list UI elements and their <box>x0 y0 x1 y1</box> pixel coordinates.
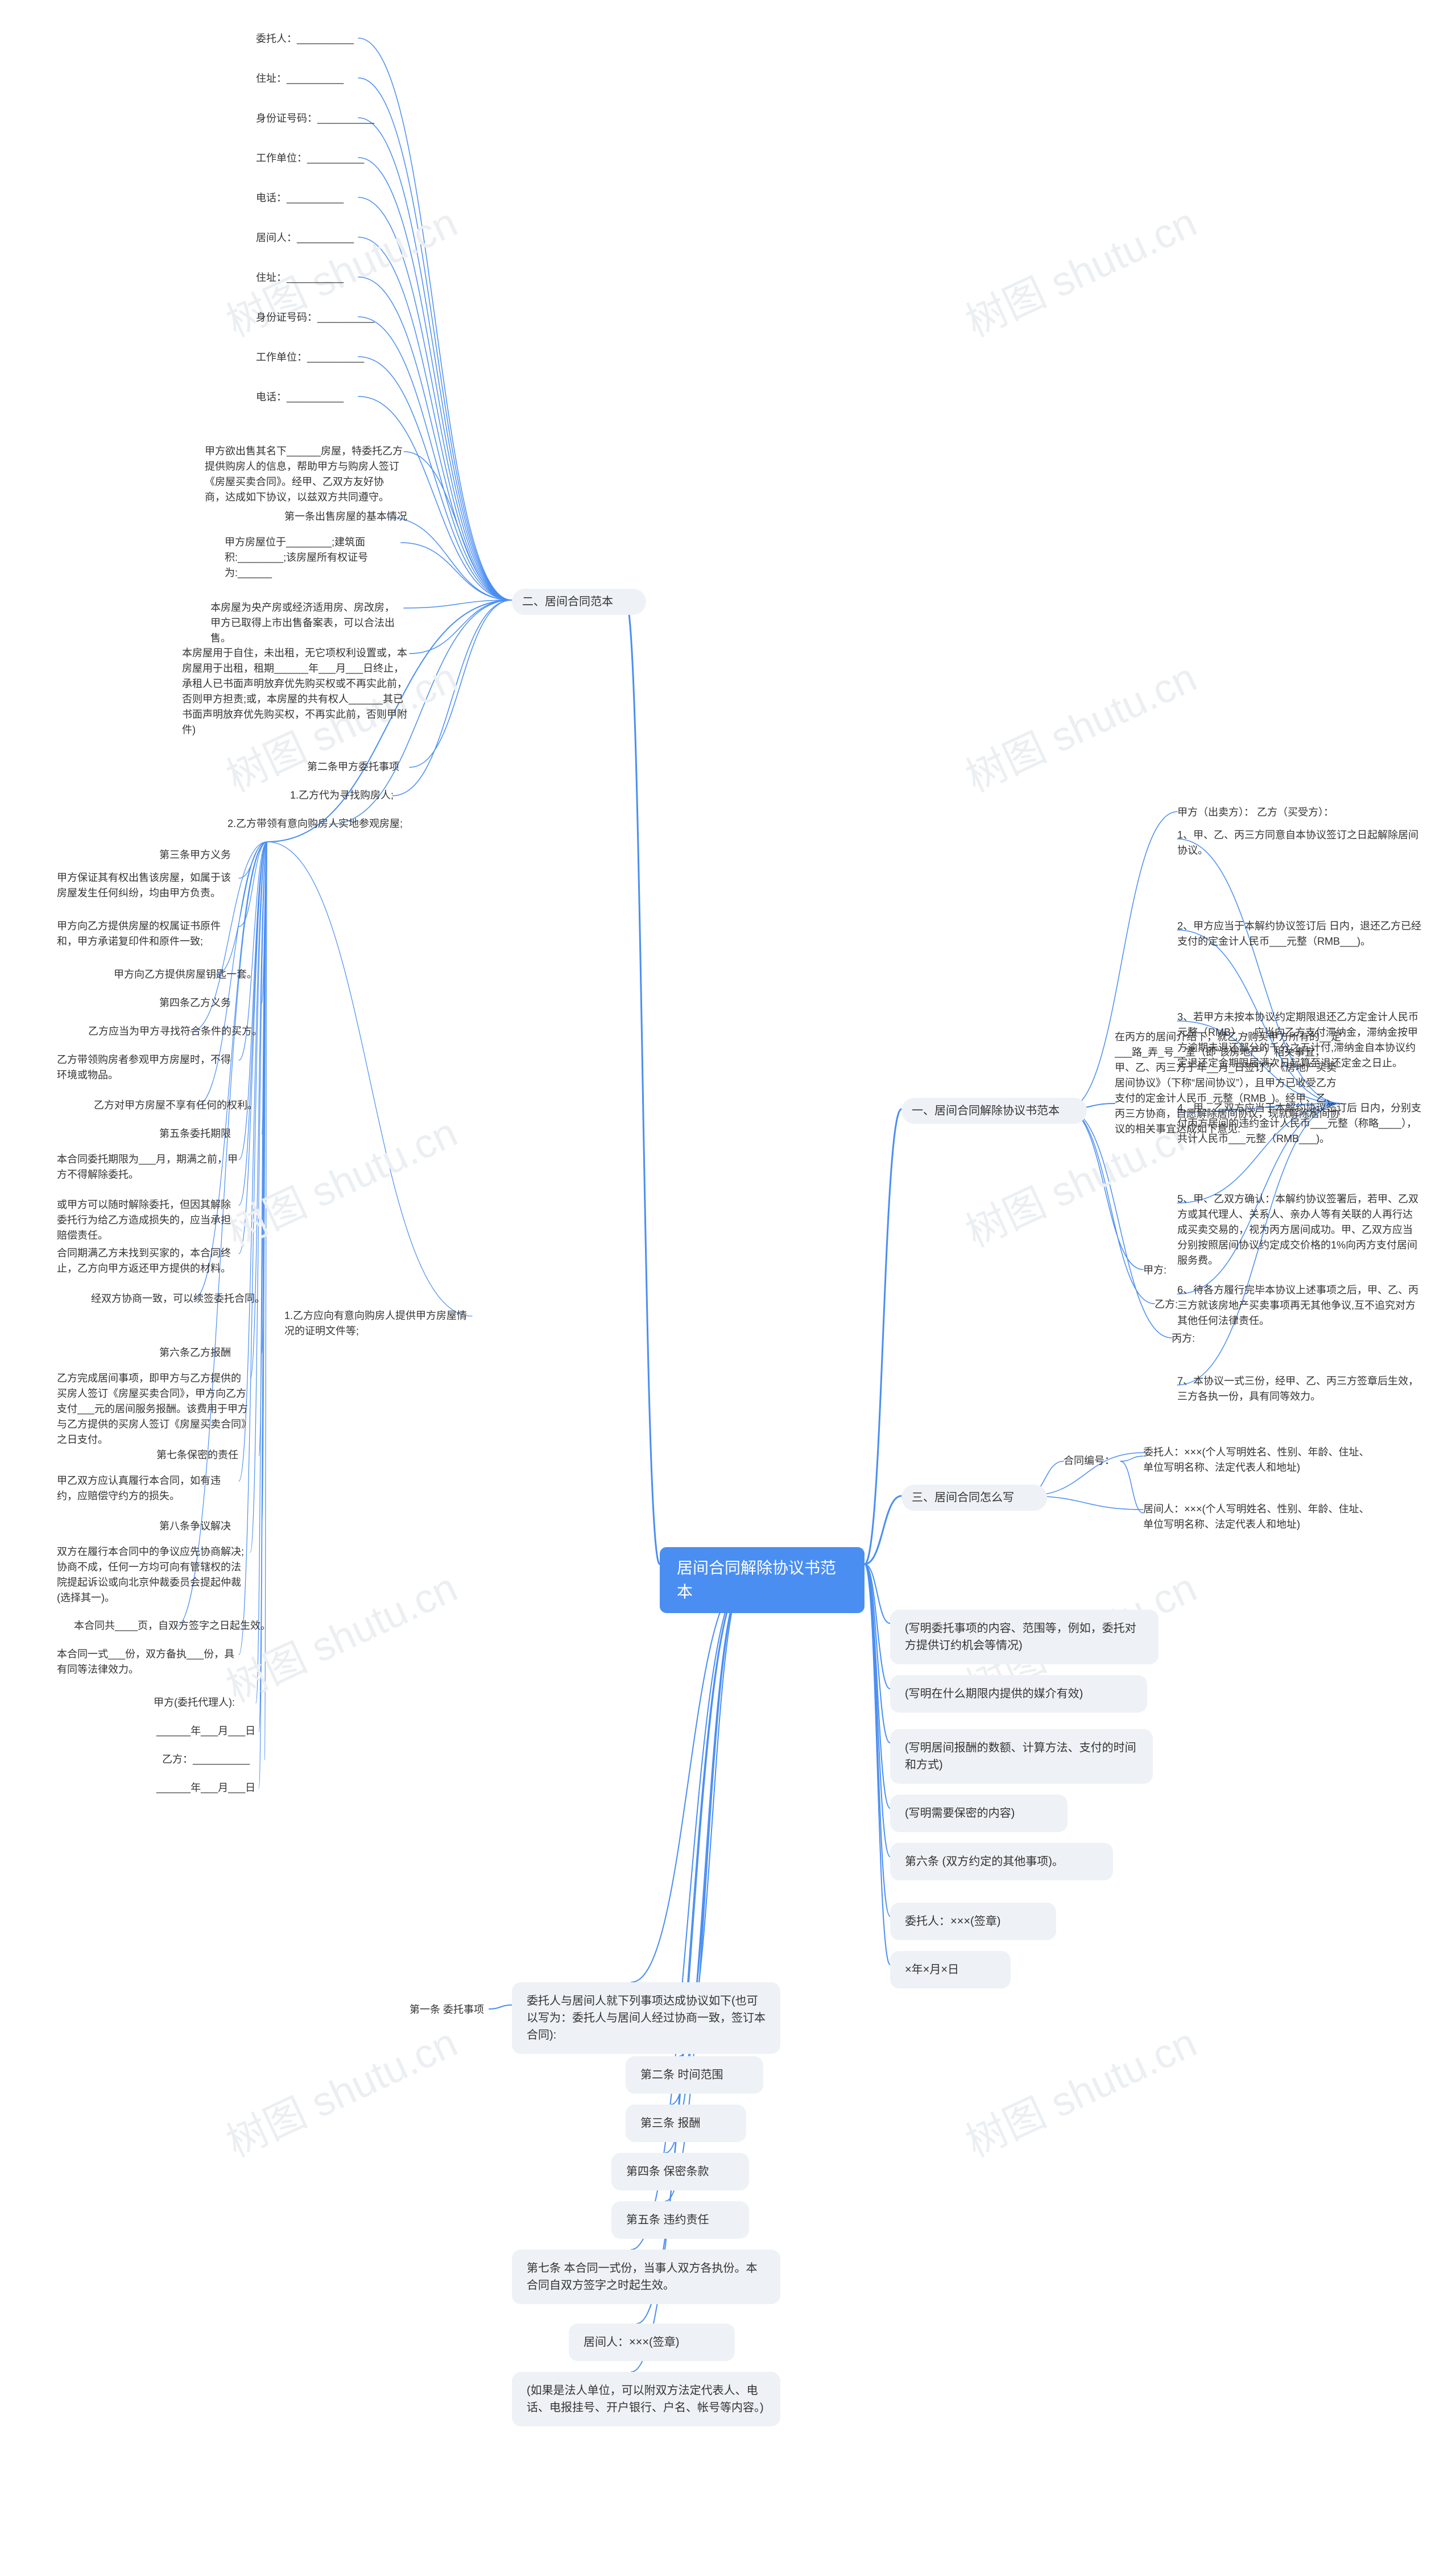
sec2-top-2: 身份证号码：__________ <box>256 111 374 126</box>
sec2-mid-5: 第二条甲方委托事项 <box>307 759 399 775</box>
b3-sub-0: 合同编号： <box>1064 1453 1115 1469</box>
sec2-mid-1: 第一条出售房屋的基本情况 <box>284 509 407 524</box>
sec2-left-10: 或甲方可以随时解除委托，但因其解除委托行为给乙方造成损失的，应当承担赔偿责任。 <box>57 1197 239 1243</box>
sec2-left-9: 本合同委托期限为___月，期满之前，甲方不得解除委托。 <box>57 1152 239 1183</box>
branch-1: 一、居间合同解除协议书范本 <box>901 1098 1087 1124</box>
watermark: 树图 shutu.cn <box>215 1099 465 1259</box>
sec2-left-5: 乙方应当为甲方寻找符合条件的买方。 <box>88 1024 262 1039</box>
bottom-pill-5: 第七条 本合同一式份，当事人双方各执份。本合同自双方签字之时起生效。 <box>512 2250 780 2304</box>
branch-3: 三、居间合同怎么写 <box>901 1485 1047 1511</box>
branch-2: 二、居间合同范本 <box>512 589 646 615</box>
b1-sig-0: 甲方（出卖方）： 乙方（买受方）： <box>1177 805 1334 820</box>
sec2-mid-7: 2.乙方带领有意向购房人实地参观房屋; <box>228 816 403 832</box>
watermark: 树图 shutu.cn <box>215 1555 465 1714</box>
sec2-left-24: 乙方：__________ <box>162 1752 250 1767</box>
bottom-label: 第一条 委托事项 <box>410 2002 484 2018</box>
b1-item-4: 4、甲、乙双方应当于本解约协议签订后 日内，分别支付丙方居间的违约金计人民币__… <box>1177 1101 1422 1147</box>
b1-item-1: 1、甲、乙、丙三方同意自本协议签订之日起解除居间协议。 <box>1177 828 1422 858</box>
sec2-left-0: 第三条甲方义务 <box>159 848 231 863</box>
sec2-left-15: 乙方完成居间事项，即甲方与乙方提供的买房人签订《房屋买卖合同》，甲方向乙方支付_… <box>57 1371 250 1448</box>
watermark: 树图 shutu.cn <box>954 189 1205 349</box>
b1-item-7: 7、本协议一式三份，经甲、乙、丙三方签章后生效，三方各执一份，具有同等效力。 <box>1177 1374 1422 1404</box>
b1-item-3: 3、若甲方未按本协议约定期限退还乙方定金计人民币 元整（RMB） ，应当向乙方支… <box>1177 1010 1422 1071</box>
sec2-left-6: 乙方带领购房者参观甲方房屋时，不得环境或物品。 <box>57 1052 239 1083</box>
sec2-mid-6: 1.乙方代为寻找购房人; <box>290 788 394 803</box>
sec2-top-0: 委托人：__________ <box>256 31 354 47</box>
sec2-left-19: 双方在履行本合同中的争议应先协商解决;协商不成，任何一方均可向有管辖权的法院提起… <box>57 1544 250 1606</box>
sec2-top-1: 住址：__________ <box>256 71 344 86</box>
sec2-mid-3: 本房屋为央产房或经济适用房、房改房，甲方已取得上市出售备案表，可以合法出售。 <box>210 600 404 646</box>
sec2-mid-0: 甲方欲出售其名下______房屋，特委托乙方提供购房人的信息，帮助甲方与购房人签… <box>205 444 404 505</box>
sec2-top-5: 居间人：__________ <box>256 230 354 246</box>
b1-sig-2: 乙方: <box>1155 1297 1178 1312</box>
sec2-left-13: 1.乙方应向有意向购房人提供甲方房屋情况的证明文件等; <box>284 1308 472 1339</box>
sec2-left-20: 本合同共____页，自双方签字之日起生效。 <box>74 1618 271 1634</box>
sec2-left-8: 第五条委托期限 <box>159 1126 231 1142</box>
right-pill-5: 委托人：×××(签章) <box>890 1903 1056 1940</box>
b3-sub-1: 委托人：×××(个人写明姓名、性别、年龄、住址、单位写明名称、法定代表人和地址) <box>1143 1445 1371 1475</box>
bottom-pill-7: (如果是法人单位，可以附双方法定代表人、电话、电报挂号、开户银行、户名、帐号等内… <box>512 2372 780 2426</box>
sec2-left-2: 甲方向乙方提供房屋的权属证书原件和，甲方承诺复印件和原件一致; <box>57 919 239 949</box>
sec2-left-14: 第六条乙方报酬 <box>159 1345 231 1361</box>
sec2-left-22: 甲方(委托代理人): <box>154 1695 235 1710</box>
sec2-mid-2: 甲方房屋位于________;建筑面积:________;该房屋所有权证号为:_… <box>225 535 401 581</box>
sec2-left-12: 经双方协商一致，可以续签委托合同。 <box>91 1291 265 1307</box>
bottom-pill-1: 第二条 时间范围 <box>626 2056 763 2094</box>
sec2-top-4: 电话：__________ <box>256 191 344 206</box>
right-pill-6: ×年×月×日 <box>890 1951 1011 1989</box>
bottom-pill-2: 第三条 报酬 <box>626 2105 746 2142</box>
sec2-top-6: 住址：__________ <box>256 270 344 286</box>
b1-sig-3: 丙方: <box>1172 1331 1195 1346</box>
sec2-left-23: ______年___月___日 <box>156 1723 255 1739</box>
sec2-left-11: 合同期满乙方未找到买家的，本合同终止，乙方向甲方返还甲方提供的材料。 <box>57 1246 239 1276</box>
sec2-left-18: 第八条争议解决 <box>159 1519 231 1534</box>
b1-sig-1: 甲方: <box>1143 1263 1167 1278</box>
sec2-left-4: 第四条乙方义务 <box>159 995 231 1011</box>
right-pill-4: 第六条 (双方约定的其他事项)。 <box>890 1843 1113 1880</box>
bottom-pill-4: 第五条 违约责任 <box>611 2201 749 2239</box>
sec2-top-7: 身份证号码：__________ <box>256 310 374 325</box>
bottom-pill-0: 委托人与居间人就下列事项达成协议如下(也可以写为：委托人与居间人经过协商一致，签… <box>512 1982 780 2054</box>
sec2-left-25: ______年___月___日 <box>156 1780 255 1796</box>
sec2-top-9: 电话：__________ <box>256 390 344 405</box>
sec2-mid-4: 本房屋用于自住，未出租，无它项权利设置或，本房屋用于出租，租期______年__… <box>182 646 410 738</box>
bottom-pill-3: 第四条 保密条款 <box>611 2153 749 2190</box>
right-pill-2: (写明居间报酬的数额、计算方法、支付的时间和方式) <box>890 1729 1153 1784</box>
watermark: 树图 shutu.cn <box>215 2010 465 2169</box>
right-pill-1: (写明在什么期限内提供的媒介有效) <box>890 1675 1147 1713</box>
center-topic: 居间合同解除协议书范本 <box>660 1547 864 1613</box>
right-pill-0: (写明委托事项的内容、范围等，例如，委托对方提供订约机会等情况) <box>890 1610 1159 1664</box>
b3-sub-2: 居间人：×××(个人写明姓名、性别、年龄、住址、单位写明名称、法定代表人和地址) <box>1143 1502 1371 1532</box>
watermark: 树图 shutu.cn <box>954 2010 1205 2169</box>
b1-item-6: 6、待各方履行完毕本协议上述事项之后，甲、乙、丙三方就该房地产买卖事项再无其他争… <box>1177 1283 1422 1329</box>
right-pill-3: (写明需要保密的内容) <box>890 1795 1068 1832</box>
b1-item-5: 5、甲、乙双方确认：本解约协议签署后，若甲、乙双方或其代理人、关系人、亲办人等有… <box>1177 1192 1422 1268</box>
sec2-left-21: 本合同一式___份，双方备执___份，具有同等法律效力。 <box>57 1647 239 1677</box>
b1-item-2: 2、甲方应当于本解约协议签订后 日内，退还乙方已经支付的定金计人民币___元整（… <box>1177 919 1422 949</box>
sec2-top-3: 工作单位：__________ <box>256 151 364 166</box>
sec2-left-7: 乙方对甲方房屋不享有任何的权利。 <box>94 1098 258 1113</box>
sec2-top-8: 工作单位：__________ <box>256 350 364 365</box>
sec2-left-3: 甲方向乙方提供房屋钥匙一套。 <box>114 967 257 982</box>
sec2-left-17: 甲乙双方应认真履行本合同，如有违约，应赔偿守约方的损失。 <box>57 1473 239 1504</box>
sec2-left-16: 第七条保密的责任 <box>156 1448 238 1463</box>
watermark: 树图 shutu.cn <box>954 644 1205 804</box>
bottom-pill-6: 居间人：×××(签章) <box>569 2324 735 2361</box>
sec2-left-1: 甲方保证其有权出售该房屋，如属于该房屋发生任何纠纷，均由甲方负责。 <box>57 870 239 901</box>
